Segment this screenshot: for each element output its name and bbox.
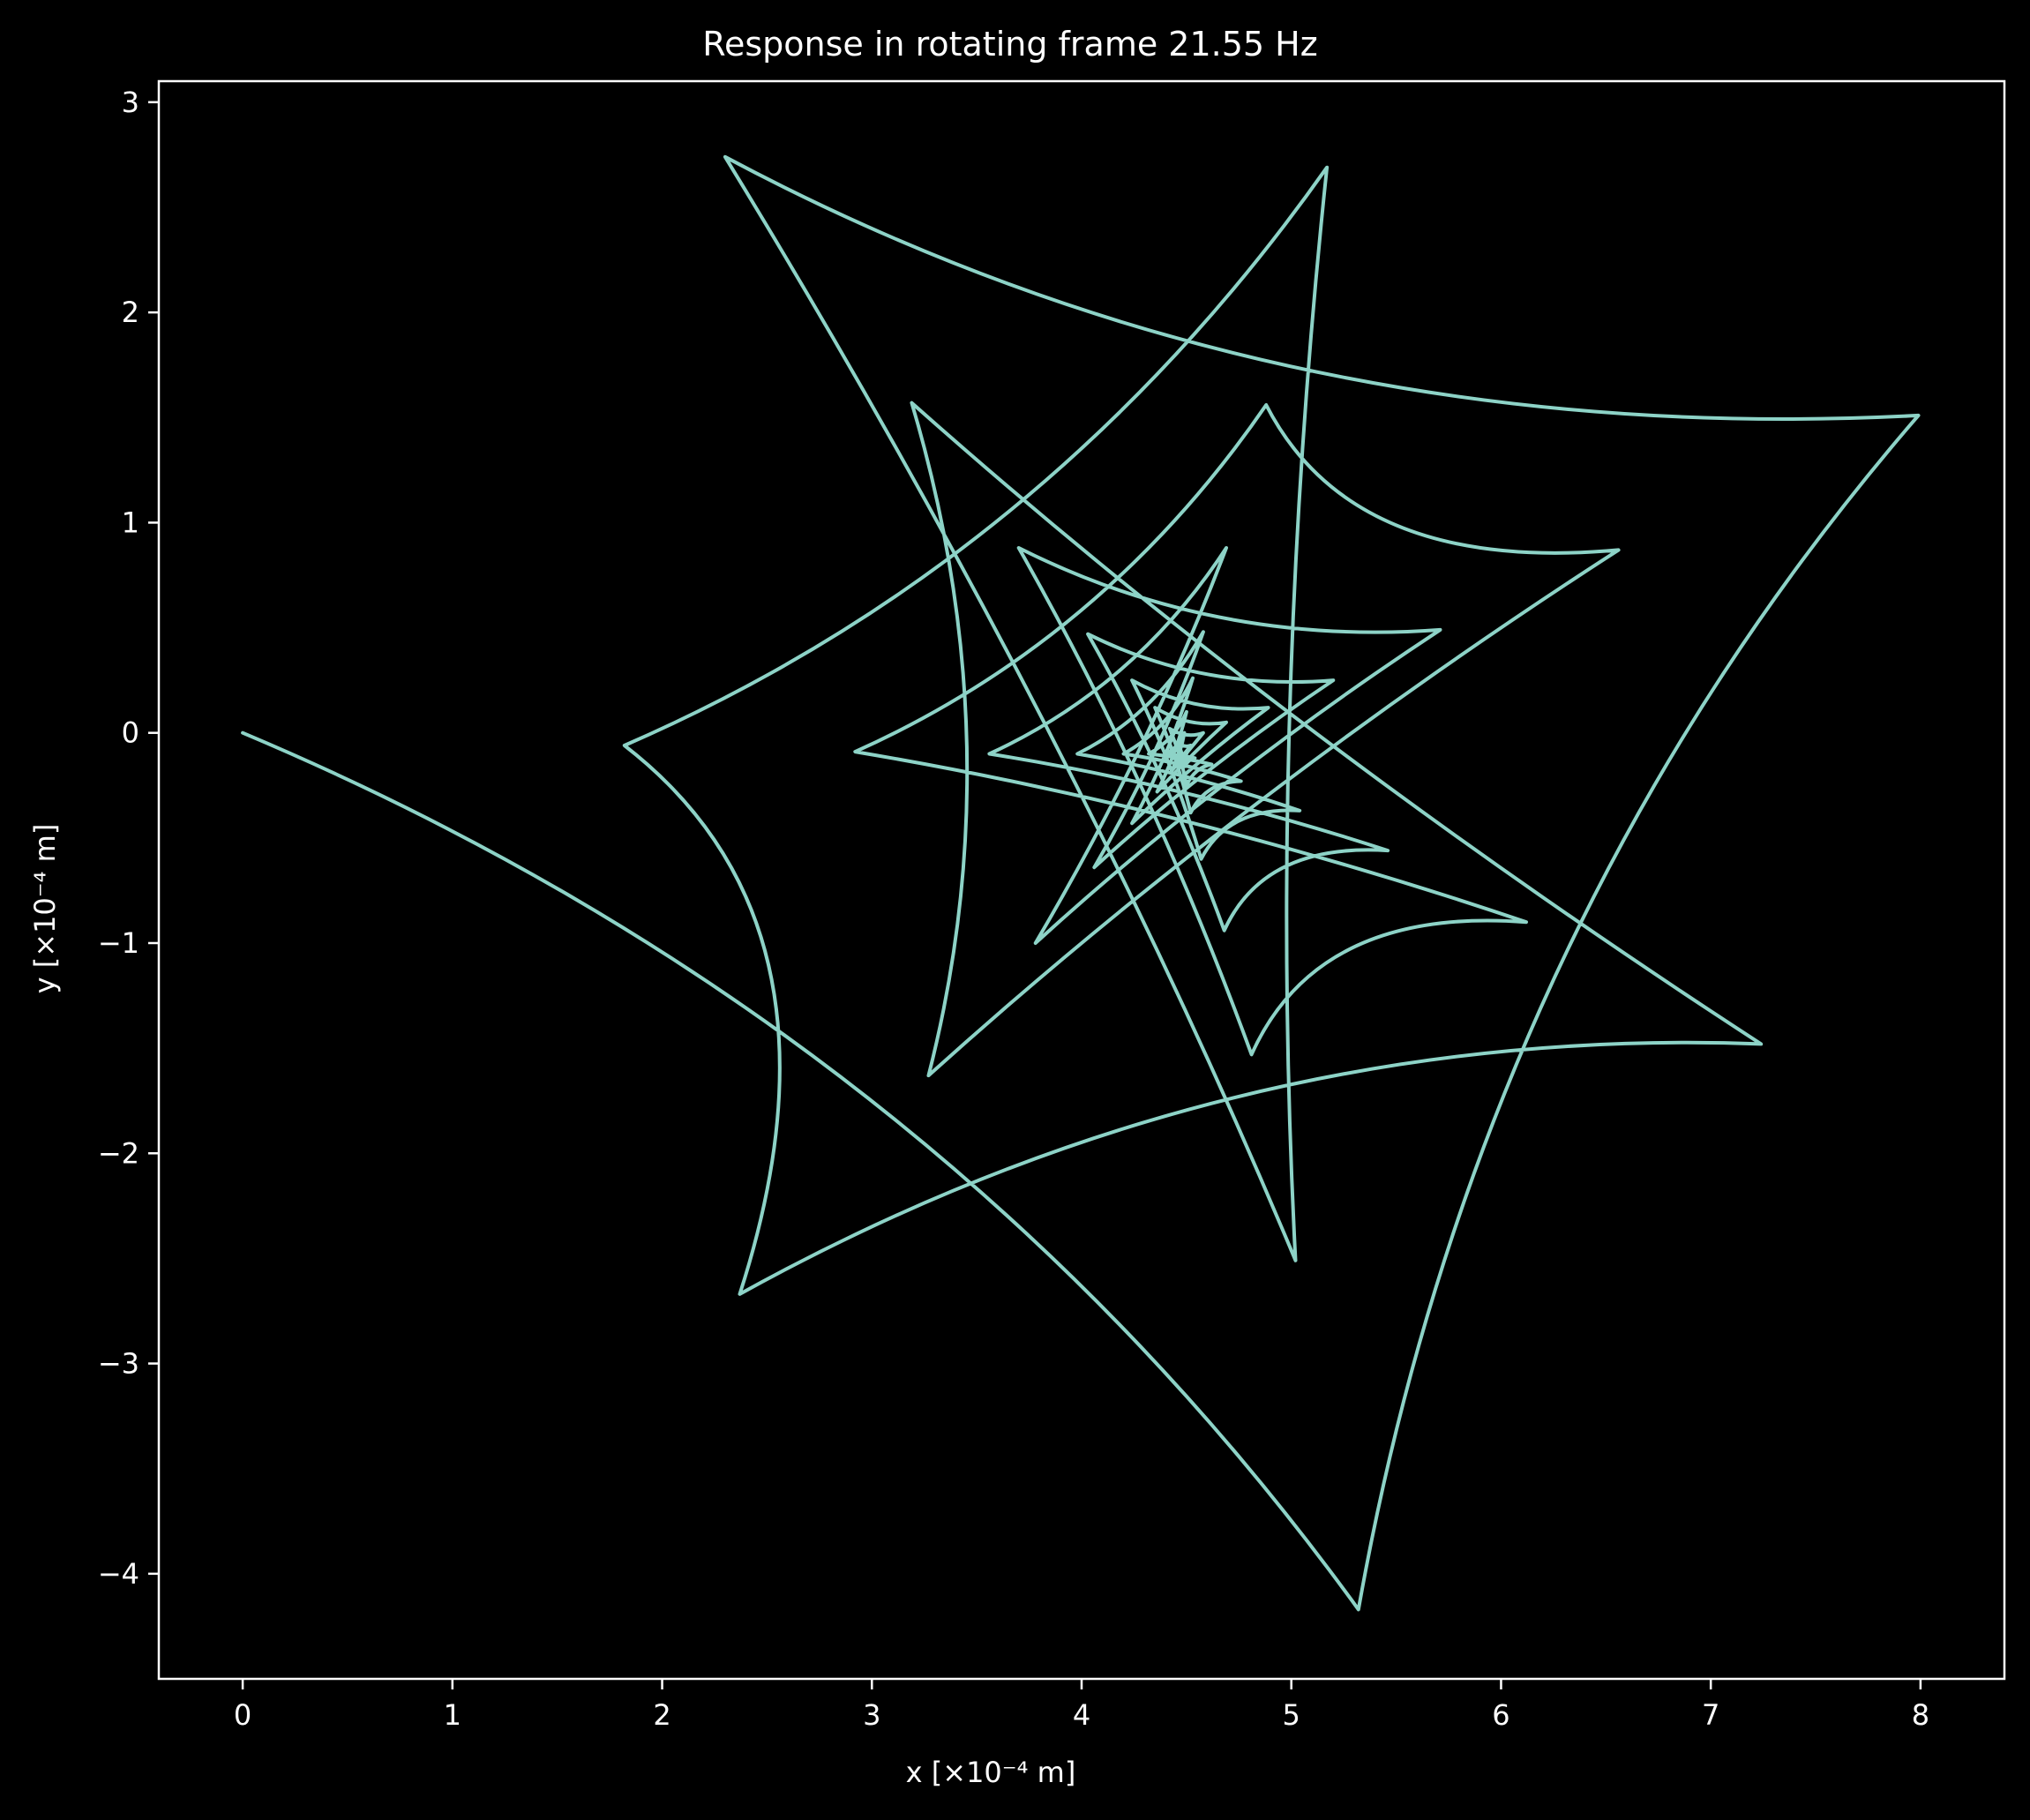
y-tick-label: −4 xyxy=(98,1557,139,1591)
x-tick-label: 7 xyxy=(1702,1698,1719,1732)
x-tick-label: 8 xyxy=(1912,1698,1929,1732)
x-tick-label: 5 xyxy=(1283,1698,1300,1732)
x-tick-label: 4 xyxy=(1073,1698,1090,1732)
x-tick-label: 1 xyxy=(444,1698,461,1732)
x-axis-label: x [×10⁻⁴ m] xyxy=(906,1756,1076,1789)
y-tick-label: −2 xyxy=(98,1136,139,1170)
y-tick-label: 2 xyxy=(122,296,139,329)
series-response-curve xyxy=(241,154,1921,1612)
y-tick-label: 1 xyxy=(122,506,139,539)
y-tick-label: −1 xyxy=(98,926,139,960)
y-tick-label: 0 xyxy=(122,716,139,750)
x-tick-label: 3 xyxy=(863,1698,880,1732)
x-tick-label: 2 xyxy=(653,1698,670,1732)
y-axis-label: y [×10⁻⁴ m] xyxy=(28,824,62,994)
y-tick-label: 3 xyxy=(122,86,139,119)
x-tick-label: 0 xyxy=(234,1698,251,1732)
y-tick-label: −3 xyxy=(98,1347,139,1381)
chart-title: Response in rotating frame 21.55 Hz xyxy=(702,25,1317,64)
y-axis: 3 2 1 0 −1 −2 −3 −4 xyxy=(98,86,159,1591)
x-tick-label: 6 xyxy=(1492,1698,1509,1732)
x-axis: 0 1 2 3 4 5 6 7 8 xyxy=(234,1679,1929,1732)
